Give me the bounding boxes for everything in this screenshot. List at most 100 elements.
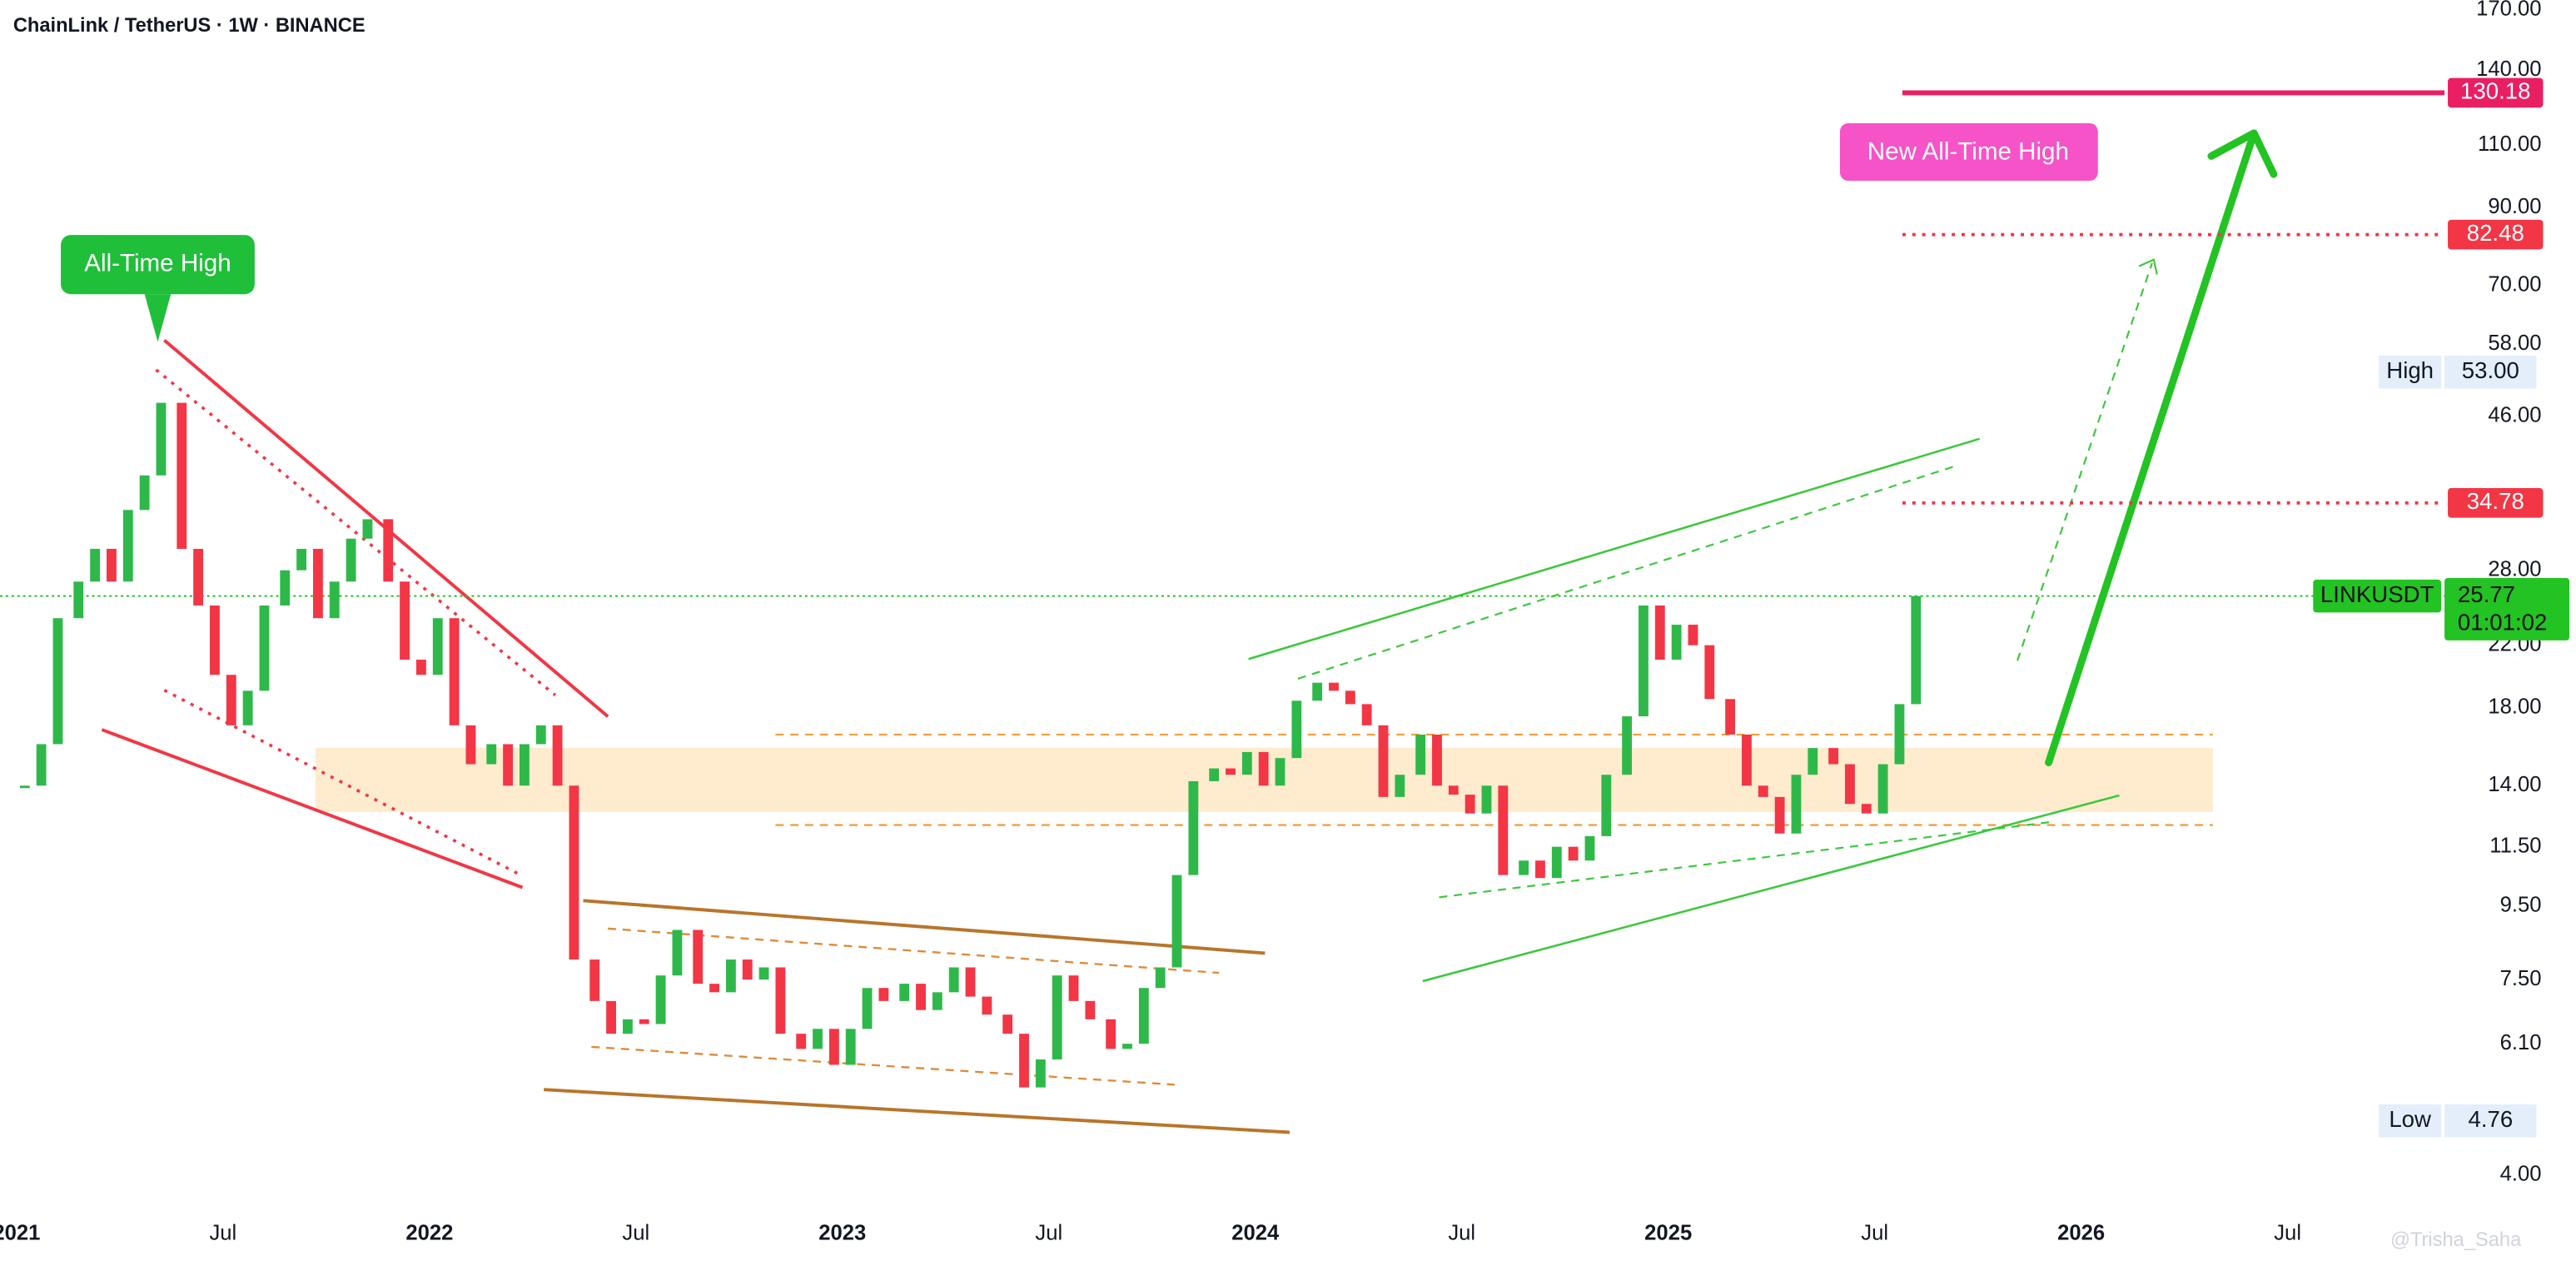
candle-body bbox=[383, 519, 394, 582]
price-label: 82.48 bbox=[2467, 220, 2524, 246]
candle-body bbox=[1519, 860, 1529, 875]
candle-body bbox=[622, 1019, 633, 1034]
candle-body bbox=[296, 548, 307, 571]
candle-body bbox=[1035, 1059, 1046, 1088]
trend-line bbox=[101, 728, 524, 890]
candle-body bbox=[1241, 751, 1252, 775]
y-tick-label: 4.00 bbox=[2500, 1162, 2542, 1185]
candle-body bbox=[1188, 780, 1199, 875]
price-label: 130.18 bbox=[2460, 78, 2530, 104]
ath-callout: All-Time High bbox=[61, 235, 255, 342]
x-tick-label: 2022 bbox=[405, 1222, 453, 1245]
candle-body bbox=[878, 988, 889, 1001]
extreme-value: 4.76 bbox=[2468, 1106, 2513, 1132]
candle-body bbox=[672, 930, 683, 976]
y-tick-label: 90.00 bbox=[2488, 195, 2541, 218]
candle-body bbox=[1155, 967, 1166, 989]
price-label: 34.78 bbox=[2467, 488, 2524, 514]
extreme-name-bg bbox=[2379, 355, 2442, 389]
trend-line bbox=[591, 1045, 1175, 1086]
candle-body bbox=[1861, 804, 1872, 814]
trend-line bbox=[1422, 794, 2120, 983]
candle-body bbox=[775, 967, 786, 1034]
candle-body bbox=[346, 538, 356, 582]
candle-body bbox=[210, 605, 220, 675]
candle-body bbox=[535, 725, 546, 745]
candle-body bbox=[1911, 596, 1922, 705]
candle-body bbox=[1171, 875, 1182, 968]
candle-body bbox=[122, 510, 133, 582]
extreme-value-bg bbox=[2444, 1104, 2537, 1138]
y-tick-label: 14.00 bbox=[2488, 773, 2541, 796]
candle-body bbox=[362, 519, 373, 539]
callout-box bbox=[61, 235, 255, 295]
candle-body bbox=[1378, 725, 1389, 797]
candle-body bbox=[226, 675, 236, 725]
candle-body bbox=[1002, 1014, 1013, 1034]
candle-body bbox=[709, 984, 719, 993]
trend-line bbox=[155, 368, 557, 697]
price-label-bg bbox=[2448, 219, 2544, 250]
candle-body bbox=[1894, 704, 1905, 765]
x-tick-label: 2024 bbox=[1231, 1222, 1280, 1245]
candle-body bbox=[1639, 605, 1649, 717]
candle-body bbox=[1395, 775, 1405, 797]
callout-text: New All-Time High bbox=[1867, 137, 2069, 165]
candle-body bbox=[845, 1029, 856, 1065]
y-tick-label: 46.00 bbox=[2488, 403, 2541, 426]
candle-body bbox=[1415, 734, 1426, 775]
watermark: @Trisha_Saha bbox=[2390, 1229, 2522, 1251]
candle-body bbox=[1568, 846, 1579, 861]
extreme-name: Low bbox=[2389, 1106, 2431, 1132]
candle-body bbox=[1226, 768, 1236, 775]
x-tick-label: Jul bbox=[209, 1222, 236, 1245]
candle-body bbox=[1138, 988, 1149, 1044]
candle-body bbox=[1448, 785, 1459, 795]
chart-title: ChainLink / TetherUS · 1W · BINANCE bbox=[13, 15, 366, 37]
candle-body bbox=[156, 402, 167, 476]
callout-text: All-Time High bbox=[84, 249, 231, 277]
candle-body bbox=[313, 548, 323, 619]
callout-box bbox=[1839, 122, 2098, 182]
last-price: 25.77 bbox=[2458, 581, 2515, 607]
candle-body bbox=[177, 402, 187, 549]
trend-line bbox=[583, 899, 1266, 955]
target-arrow bbox=[2045, 129, 2278, 766]
candle-body bbox=[1209, 768, 1220, 781]
candle-body bbox=[400, 581, 410, 660]
trend-line bbox=[163, 689, 524, 878]
y-tick-label: 58.00 bbox=[2488, 331, 2541, 355]
candle-body bbox=[569, 785, 579, 960]
extreme-name: High bbox=[2386, 357, 2434, 383]
y-tick-label: 110.00 bbox=[2478, 132, 2542, 156]
y-tick-label: 6.10 bbox=[2500, 1031, 2542, 1054]
y-tick-label: 70.00 bbox=[2488, 273, 2541, 297]
symbol-label-bg bbox=[2313, 579, 2442, 613]
candle-body bbox=[1774, 796, 1785, 834]
candle-body bbox=[948, 967, 959, 993]
candle-body bbox=[1345, 690, 1355, 705]
arrow-head bbox=[2138, 258, 2158, 275]
candle-body bbox=[1481, 785, 1492, 814]
candle-body bbox=[1584, 835, 1595, 861]
zone-lines bbox=[775, 733, 2213, 826]
candle-body bbox=[193, 548, 204, 606]
candle-body bbox=[486, 744, 497, 765]
candle-body bbox=[1808, 748, 1818, 775]
candle-body bbox=[1551, 846, 1562, 879]
new-ath-callout: New All-Time High bbox=[1839, 122, 2098, 182]
candle-body bbox=[432, 618, 443, 675]
candle-body bbox=[862, 988, 873, 1029]
countdown: 01:01:02 bbox=[2458, 610, 2547, 635]
candle-body bbox=[1291, 700, 1302, 759]
y-tick-label: 28.00 bbox=[2488, 557, 2541, 581]
candle-body bbox=[828, 1029, 839, 1065]
price-label-bg bbox=[2448, 488, 2544, 518]
candle-body bbox=[1019, 1034, 1029, 1088]
candle-body bbox=[1725, 699, 1736, 735]
candle-body bbox=[606, 1000, 616, 1034]
x-tick-label: 2025 bbox=[1644, 1222, 1692, 1245]
candle-body bbox=[899, 984, 910, 1001]
trend-line bbox=[1297, 464, 1959, 680]
